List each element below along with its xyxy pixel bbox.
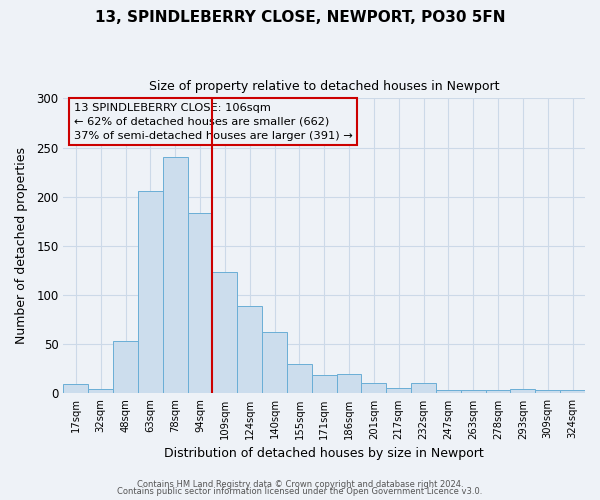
Bar — [386, 388, 411, 394]
Bar — [113, 342, 138, 394]
Bar — [188, 214, 212, 394]
Bar — [163, 158, 188, 394]
Bar — [436, 390, 461, 394]
Bar — [511, 388, 535, 394]
Bar — [237, 306, 262, 394]
Text: 13 SPINDLEBERRY CLOSE: 106sqm
← 62% of detached houses are smaller (662)
37% of : 13 SPINDLEBERRY CLOSE: 106sqm ← 62% of d… — [74, 103, 353, 141]
Bar — [535, 390, 560, 394]
Bar — [212, 272, 237, 394]
Bar — [411, 382, 436, 394]
Bar — [337, 374, 361, 394]
X-axis label: Distribution of detached houses by size in Newport: Distribution of detached houses by size … — [164, 447, 484, 460]
Text: 13, SPINDLEBERRY CLOSE, NEWPORT, PO30 5FN: 13, SPINDLEBERRY CLOSE, NEWPORT, PO30 5F… — [95, 10, 505, 25]
Bar — [64, 384, 88, 394]
Bar — [361, 382, 386, 394]
Bar — [461, 390, 485, 394]
Y-axis label: Number of detached properties: Number of detached properties — [15, 148, 28, 344]
Bar — [485, 390, 511, 394]
Bar — [312, 374, 337, 394]
Bar — [138, 191, 163, 394]
Bar — [287, 364, 312, 394]
Bar — [262, 332, 287, 394]
Text: Contains HM Land Registry data © Crown copyright and database right 2024.: Contains HM Land Registry data © Crown c… — [137, 480, 463, 489]
Bar — [88, 388, 113, 394]
Text: Contains public sector information licensed under the Open Government Licence v3: Contains public sector information licen… — [118, 488, 482, 496]
Title: Size of property relative to detached houses in Newport: Size of property relative to detached ho… — [149, 80, 499, 93]
Bar — [560, 390, 585, 394]
